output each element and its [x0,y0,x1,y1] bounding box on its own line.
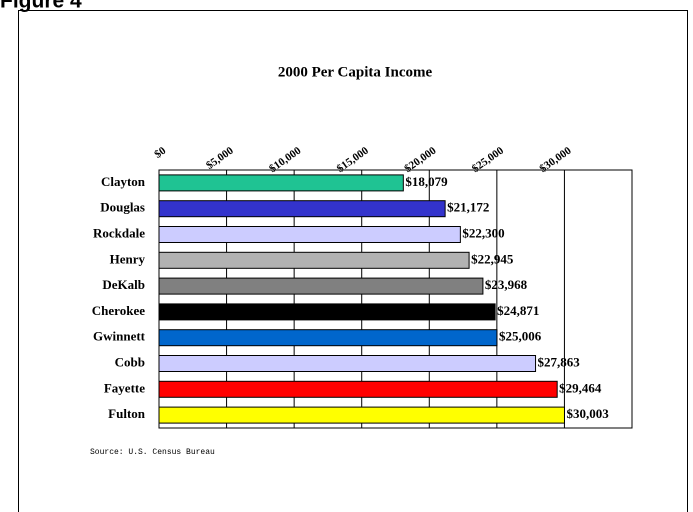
value-label: $21,172 [447,200,489,215]
category-label: Rockdale [93,225,145,240]
chart-title: 2000 Per Capita Income [278,64,433,80]
category-label: Fulton [108,406,146,421]
bar [158,277,484,295]
value-label: $22,300 [462,225,504,240]
bar [158,174,404,192]
value-label: $18,079 [405,174,448,189]
category-label: Clayton [101,174,146,189]
value-label: $25,006 [499,329,542,344]
bar [158,200,446,218]
category-label: Fayette [104,380,145,395]
bar [158,329,498,347]
category-label: Cherokee [92,303,145,318]
bar [158,406,565,424]
category-label: Douglas [100,200,145,215]
value-label: $23,968 [485,277,528,292]
bar [158,303,496,321]
value-label: $24,871 [497,303,539,318]
category-label: Gwinnett [93,329,146,344]
category-label: Cobb [115,354,145,369]
figure-label: Figure 4 [0,0,82,13]
bar [158,251,470,269]
bar [158,380,558,398]
category-label: DeKalb [102,277,145,292]
bar [158,355,537,372]
value-label: $30,003 [566,406,609,421]
value-label: $27,863 [538,354,581,369]
bar [158,226,461,243]
plot-frame [158,169,633,429]
category-label: Henry [110,251,146,266]
source-note: Source: U.S. Census Bureau [90,448,215,457]
value-label: $22,945 [471,251,514,266]
value-label: $29,464 [559,380,602,395]
